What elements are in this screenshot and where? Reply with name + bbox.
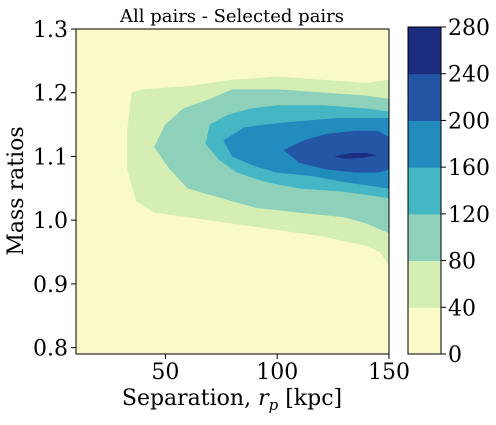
colorbar-band-160-200 (408, 120, 441, 168)
x-axis: 50 100 150 (151, 354, 410, 385)
y-tick-label: 1.3 (33, 18, 68, 43)
x-axis-title-subscript: p (269, 396, 279, 414)
x-tick-label: 50 (151, 360, 179, 385)
contour-layer (127, 76, 389, 266)
colorbar-tick-label: 200 (448, 109, 490, 134)
contour-region-240-280 (335, 153, 376, 159)
colorbar-tick-label: 0 (448, 343, 462, 368)
colorbar-tick-label: 160 (448, 156, 490, 181)
y-axis-title: Mass ratios (4, 126, 29, 255)
colorbar-tick-label: 240 (448, 63, 490, 88)
y-tick-label: 0.8 (33, 337, 68, 362)
x-axis-title: Separation, rp [kpc] (122, 386, 342, 414)
colorbar-band-200-240 (408, 73, 441, 121)
colorbar-band-80-120 (408, 213, 441, 262)
colorbar-tick-label: 80 (448, 250, 476, 275)
y-tick-label: 1.1 (33, 145, 68, 170)
colorbar: 0 40 80 120 160 200 240 280 (407, 16, 490, 368)
x-axis-title-unit: [kpc] (278, 386, 342, 411)
plot-frame (75, 28, 390, 355)
colorbar-tick-label: 120 (448, 203, 490, 228)
colorbar-band-120-160 (408, 167, 441, 215)
y-tick-label: 1.2 (33, 82, 68, 107)
colorbar-frame (407, 26, 442, 355)
colorbar-tick-label: 280 (448, 16, 490, 41)
x-axis-title-text: Separation, (122, 386, 258, 411)
chart-title: All pairs - Selected pairs (119, 6, 344, 27)
colorbar-band-40-80 (408, 260, 441, 308)
x-tick-label: 100 (256, 360, 298, 385)
contour-region-200-240 (283, 130, 389, 173)
y-axis: 0.8 0.9 1.0 1.1 1.2 1.3 (33, 18, 76, 362)
colorbar-tick-label: 40 (448, 296, 476, 321)
colorbar-band-240-280 (408, 27, 441, 75)
x-axis-title-symbol: r (258, 386, 270, 411)
x-tick-label: 150 (368, 360, 410, 385)
y-tick-label: 1.0 (33, 209, 68, 234)
colorbar-band-0-40 (408, 307, 441, 355)
y-tick-label: 0.9 (33, 273, 68, 298)
